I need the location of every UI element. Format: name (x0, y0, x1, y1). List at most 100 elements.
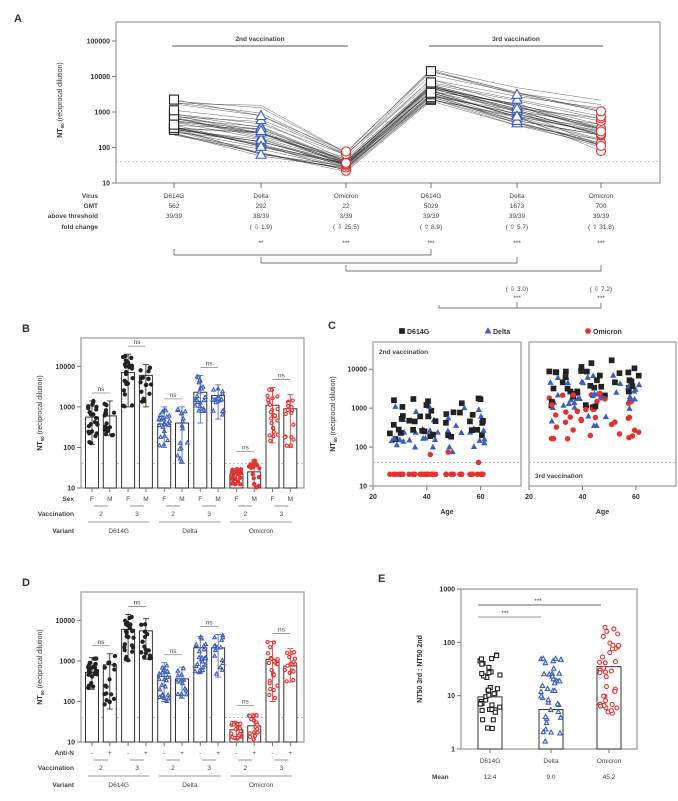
ratio-point (602, 669, 609, 675)
data-point (175, 672, 181, 678)
d614g-point (626, 377, 633, 384)
panel-a-sig-label: *** (342, 240, 350, 247)
data-point (123, 371, 129, 377)
data-point (217, 664, 223, 670)
panel-a-point (595, 126, 607, 137)
panel-a-point (255, 109, 267, 121)
d614g-point (469, 411, 476, 418)
data-point (157, 686, 163, 692)
d614g-point (626, 388, 632, 395)
delta-point (602, 413, 609, 420)
d614g-point (559, 379, 566, 386)
panel-label-c: C (328, 320, 336, 332)
data-point (211, 643, 218, 648)
panel-a-fold-change: ( ⇧ 31.8) (588, 223, 614, 231)
d614g-point (475, 395, 482, 402)
panel-a-virus-label: Omicron (589, 193, 614, 200)
data-point (202, 661, 208, 667)
y-axis-label: NT50 (reciprocal dilution) (37, 629, 45, 704)
variant-label: Delta (182, 528, 198, 535)
d614g-point (406, 417, 413, 424)
d614g-point (479, 432, 485, 438)
data-point (164, 437, 171, 443)
panel-label-e: E (378, 573, 385, 585)
omicron-point (475, 459, 482, 466)
data-point (291, 677, 296, 683)
ratio-point (557, 656, 565, 662)
delta-point (449, 448, 456, 455)
data-point (275, 661, 280, 667)
data-point (251, 476, 256, 481)
x-category-label: + (288, 750, 292, 757)
data-point (229, 731, 234, 736)
panel-a-bracket (173, 249, 432, 256)
ratio-point (550, 675, 557, 682)
data-point (180, 665, 186, 671)
panel-a-group-label: 3rd vaccination (492, 36, 540, 43)
x-category-label: + (216, 750, 220, 757)
ratio-point (608, 668, 614, 674)
ratio-point (537, 688, 545, 695)
ratio-point (603, 674, 609, 680)
panel-c-y-tick-label: 100 (355, 445, 367, 452)
d614g-point (398, 415, 405, 422)
d614g-point (425, 413, 431, 420)
x-tick-label: 40 (579, 494, 587, 501)
panel-a-subject-line (173, 94, 602, 165)
vaccination-label: 2 (243, 765, 247, 772)
data-point (199, 658, 206, 664)
d614g-point (387, 430, 393, 437)
delta-point (412, 408, 420, 415)
delta-point (590, 372, 597, 379)
d614g-point (419, 427, 426, 434)
row-label: Sex (62, 496, 74, 503)
panel-a-gmt-value: 292 (256, 203, 267, 210)
data-point (265, 639, 270, 645)
ratio-point (614, 705, 620, 711)
ns-label: ns (278, 627, 286, 634)
y-axis-label-part: (reciprocal dilution) (37, 375, 44, 436)
subpanel-label: 2nd vaccination (379, 349, 428, 356)
ns-label: ns (97, 386, 105, 393)
d614g-point (445, 432, 451, 439)
omicron-point (550, 435, 557, 442)
panel-e-y-tick-label: 1 (451, 747, 455, 754)
data-point (248, 713, 253, 719)
omicron-point (626, 414, 633, 421)
data-point (123, 618, 128, 623)
delta-point (567, 396, 574, 403)
panel-a-sig-label: ** (258, 240, 264, 247)
panel-a-fold-change-3rd: ( ⇩ 7.2) (590, 285, 612, 293)
panel-a-subject-line (173, 83, 602, 161)
data-point (176, 446, 183, 451)
data-point (232, 469, 237, 474)
sig-label: *** (534, 598, 542, 605)
x-category-label: F (234, 496, 238, 503)
d614g-point (553, 369, 560, 376)
data-point (139, 375, 144, 381)
delta-point (406, 436, 413, 443)
data-point (267, 433, 272, 438)
omicron-point (567, 414, 574, 420)
ratio-point (603, 698, 609, 704)
delta-point (480, 427, 487, 433)
data-point (251, 737, 256, 742)
data-point (139, 650, 144, 655)
delta-point (444, 427, 452, 434)
omicron-point (612, 419, 618, 425)
omicron-point (474, 471, 481, 478)
data-point (87, 410, 92, 415)
d614g-point (432, 418, 439, 425)
data-point (291, 669, 296, 674)
legend-label: D614G (407, 329, 430, 336)
ratio-point (612, 659, 619, 665)
data-point (146, 376, 151, 381)
x-category-label: - (271, 750, 273, 757)
delta-point (420, 435, 427, 441)
data-point (218, 636, 225, 642)
data-point (285, 650, 290, 656)
y-axis-label-part: NT (57, 128, 64, 138)
data-point (256, 483, 261, 489)
data-point (85, 404, 91, 409)
data-point (229, 475, 235, 480)
